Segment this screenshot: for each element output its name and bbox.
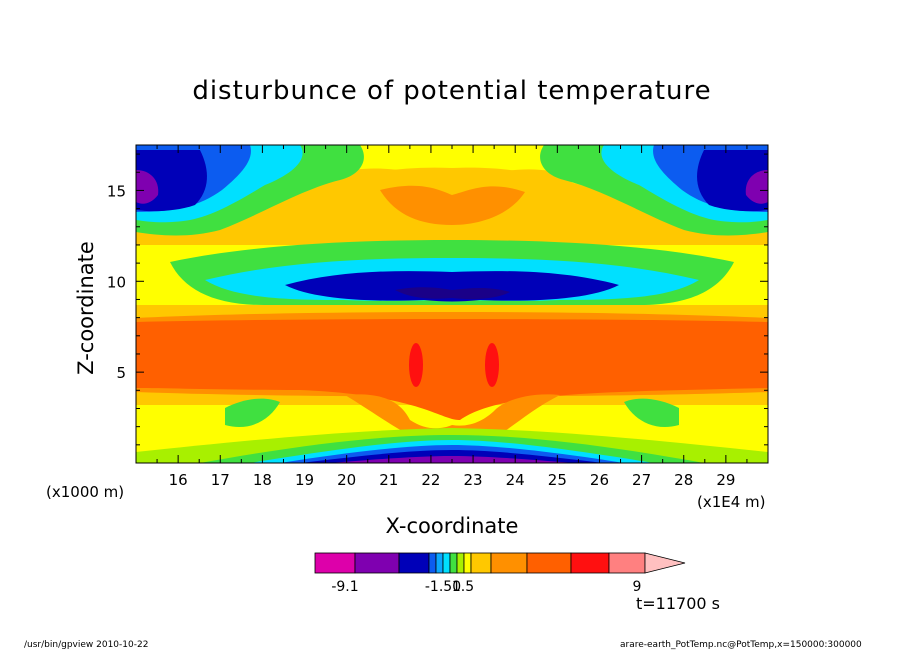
x-tick-label: 24 [506,471,525,489]
colorbar-swatch [314,552,356,574]
y-axis: 5 10 15 [107,153,768,446]
colorbar-swatch [570,552,610,574]
y-axis-unit: (x1000 m) [46,483,125,501]
colorbar-swatch [435,552,444,574]
contour-fill [136,145,768,463]
x-tick-label: 20 [337,471,356,489]
x-tick-label: 16 [169,471,188,489]
colorbar-swatch [526,552,572,574]
footer-left: /usr/bin/gpview 2010-10-22 [24,640,149,650]
contour-band [409,343,423,387]
x-tick-label: 17 [211,471,230,489]
x-tick-label: 25 [548,471,567,489]
contour-band [395,287,510,300]
x-axis: 16 17 18 19 20 21 22 23 24 25 26 27 28 29 [156,145,748,489]
y-tick-label: 5 [116,364,126,382]
colorbar-extension [644,552,686,574]
colorbar: -9.1 -1.501.5 9 [314,552,686,595]
x-tick-label: 26 [590,471,609,489]
colorbar-swatch [470,552,492,574]
contour-band [485,343,499,387]
x-axis-label: X-coordinate [385,514,519,538]
x-tick-label: 23 [464,471,483,489]
y-axis-label: Z-coordinate [74,241,98,375]
x-tick-label: 29 [716,471,735,489]
contour-band [285,271,619,302]
colorbar-swatch [398,552,430,574]
contour-band [624,398,679,428]
contour-band [380,185,525,225]
y-tick-label: 15 [107,182,126,200]
colorbar-swatch [608,552,646,574]
contour-band [745,170,768,204]
time-label: t=11700 s [636,594,720,613]
x-tick-label: 27 [632,471,651,489]
colorbar-label: 1.5 [452,579,474,595]
colorbar-label: -9.1 [331,579,358,595]
contour-band [136,170,159,204]
colorbar-swatch [428,552,437,574]
x-tick-label: 28 [674,471,693,489]
colorbar-swatch [354,552,400,574]
colorbar-swatch [463,552,472,574]
contour-band [225,398,280,428]
x-tick-label: 19 [295,471,314,489]
colorbar-swatch [456,552,465,574]
x-tick-label: 18 [253,471,272,489]
chart-title: disturbunce of potential temperature [192,76,712,106]
y-tick-label: 10 [107,273,126,291]
contour-band [136,319,768,420]
footer-right: arare-earth_PotTemp.nc@PotTemp,x=150000:… [620,640,862,650]
colorbar-label: 9 [633,579,642,595]
x-axis-unit: (x1E4 m) [697,493,766,511]
x-tick-label: 22 [421,471,440,489]
contour-band [345,394,560,444]
colorbar-swatch [490,552,528,574]
colorbar-swatch [442,552,451,574]
colorbar-label: -1.50 [425,579,461,595]
x-tick-label: 21 [379,471,398,489]
colorbar-swatch [449,552,458,574]
